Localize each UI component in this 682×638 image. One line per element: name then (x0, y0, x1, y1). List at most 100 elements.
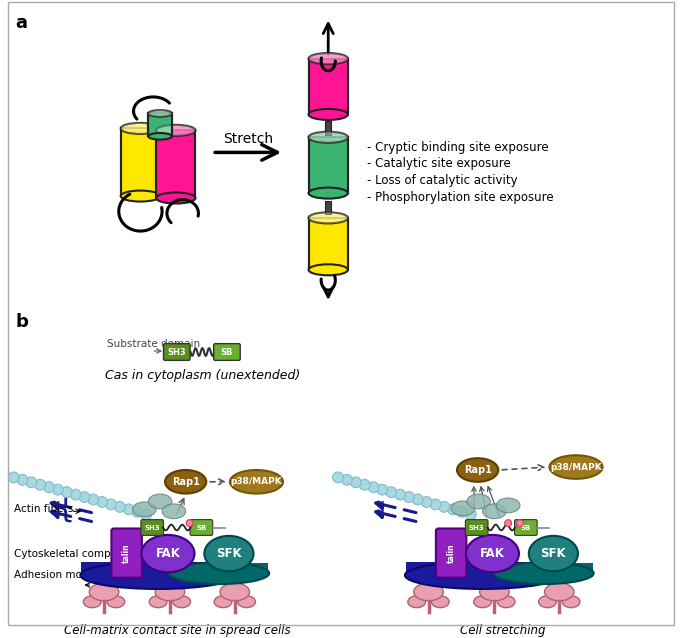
Circle shape (35, 479, 46, 490)
Text: - Phosphorylation site exposure: - Phosphorylation site exposure (366, 191, 553, 204)
Circle shape (421, 496, 432, 507)
Text: Rap1: Rap1 (464, 465, 492, 475)
Circle shape (132, 507, 143, 517)
FancyBboxPatch shape (141, 519, 164, 535)
Ellipse shape (155, 583, 185, 601)
Ellipse shape (148, 133, 172, 140)
Ellipse shape (165, 470, 206, 494)
Bar (308, 59, 348, 114)
Ellipse shape (544, 583, 574, 601)
Text: SH3: SH3 (168, 348, 186, 357)
Text: - Cryptic binding site exposure: - Cryptic binding site exposure (366, 140, 548, 154)
Circle shape (44, 482, 55, 493)
Text: p38/MAPK: p38/MAPK (550, 463, 602, 471)
Text: {: { (55, 494, 74, 523)
Text: talin: talin (122, 544, 131, 563)
Ellipse shape (308, 109, 348, 120)
Ellipse shape (466, 535, 519, 572)
Ellipse shape (308, 212, 348, 223)
Circle shape (395, 489, 405, 500)
Bar (148, 114, 172, 137)
Text: SB: SB (196, 524, 207, 531)
Circle shape (79, 492, 90, 503)
Ellipse shape (479, 583, 509, 601)
Ellipse shape (156, 193, 196, 204)
Ellipse shape (121, 123, 160, 134)
Circle shape (8, 472, 19, 483)
Text: SB: SB (221, 348, 233, 357)
Ellipse shape (121, 123, 160, 134)
Bar (81, 563, 237, 576)
Ellipse shape (107, 596, 125, 607)
Bar (308, 218, 348, 270)
Bar (325, 121, 331, 135)
Circle shape (115, 501, 125, 512)
Circle shape (106, 499, 117, 510)
Ellipse shape (493, 563, 594, 584)
Circle shape (17, 475, 28, 486)
Bar (325, 200, 331, 214)
Circle shape (359, 479, 370, 490)
Bar (121, 128, 160, 196)
Ellipse shape (308, 132, 348, 143)
Ellipse shape (308, 212, 348, 223)
Circle shape (333, 472, 344, 483)
Ellipse shape (529, 536, 578, 571)
Circle shape (97, 496, 108, 507)
Ellipse shape (113, 553, 134, 568)
Circle shape (141, 509, 151, 519)
Text: SH3: SH3 (469, 524, 484, 531)
Ellipse shape (162, 504, 186, 519)
Ellipse shape (308, 188, 348, 198)
Text: Cas in cytoplasm (unextended): Cas in cytoplasm (unextended) (105, 369, 300, 382)
FancyBboxPatch shape (190, 519, 213, 535)
Ellipse shape (89, 583, 119, 601)
FancyBboxPatch shape (465, 519, 488, 535)
Ellipse shape (497, 596, 515, 607)
Ellipse shape (121, 191, 160, 202)
Ellipse shape (156, 125, 196, 136)
Ellipse shape (141, 535, 194, 572)
Text: Substrate domain: Substrate domain (107, 339, 200, 349)
Text: Cytoskeletal complex: Cytoskeletal complex (14, 549, 125, 558)
FancyBboxPatch shape (213, 344, 240, 360)
Circle shape (88, 494, 99, 505)
Text: SFK: SFK (541, 547, 566, 560)
Ellipse shape (173, 596, 190, 607)
Ellipse shape (156, 125, 196, 136)
Text: Cell stretching: Cell stretching (460, 625, 545, 637)
Circle shape (516, 519, 523, 526)
Ellipse shape (451, 501, 475, 516)
Ellipse shape (483, 504, 506, 519)
Circle shape (368, 482, 379, 493)
Text: SH3: SH3 (145, 524, 160, 531)
Bar (406, 563, 561, 576)
Circle shape (413, 494, 423, 505)
Text: talin: talin (447, 544, 456, 563)
FancyBboxPatch shape (164, 344, 190, 360)
Circle shape (404, 492, 414, 503)
Text: b: b (16, 313, 29, 330)
Ellipse shape (474, 596, 492, 607)
Circle shape (386, 487, 396, 498)
Ellipse shape (308, 132, 348, 143)
Text: Rap1: Rap1 (172, 477, 200, 487)
FancyBboxPatch shape (436, 528, 466, 577)
Circle shape (439, 501, 449, 512)
Ellipse shape (539, 596, 557, 607)
Ellipse shape (467, 494, 490, 509)
Circle shape (456, 507, 467, 517)
Circle shape (26, 477, 37, 487)
Circle shape (351, 477, 361, 487)
Circle shape (61, 487, 72, 498)
Ellipse shape (214, 596, 232, 607)
Circle shape (342, 475, 353, 486)
Ellipse shape (169, 563, 269, 584)
Text: - Loss of catalytic activity: - Loss of catalytic activity (366, 174, 517, 187)
Ellipse shape (414, 583, 443, 601)
Circle shape (505, 519, 512, 526)
Ellipse shape (148, 110, 172, 117)
Circle shape (70, 489, 81, 500)
Ellipse shape (148, 494, 172, 509)
Text: SB: SB (521, 524, 531, 531)
